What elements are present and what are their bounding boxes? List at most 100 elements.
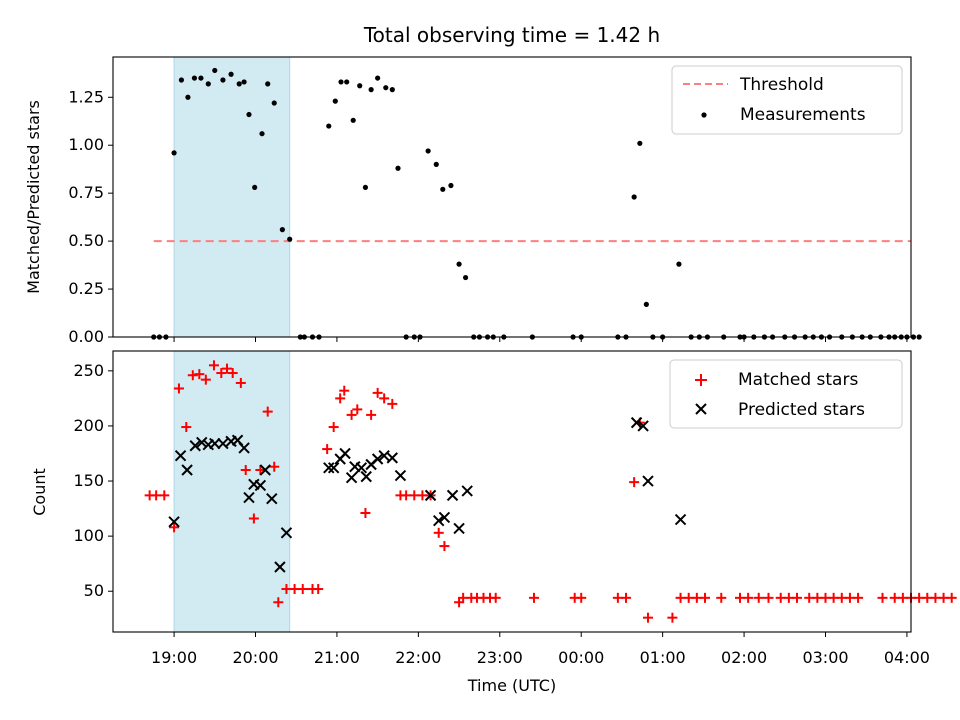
matched-star-point [642, 612, 653, 623]
measurement-point [448, 182, 454, 189]
measurement-point [383, 85, 389, 91]
matched-star-point [716, 592, 727, 603]
measurement-point [338, 79, 344, 85]
matched-star-point [753, 592, 764, 603]
legend-predicted-label: Predicted stars [738, 400, 865, 420]
legend-threshold-label: Threshold [739, 75, 824, 95]
measurement-point [357, 83, 363, 89]
matched-star-point [339, 385, 350, 396]
y-tick-label: 1.00 [68, 135, 104, 154]
measurement-point [425, 148, 431, 154]
measurement-point [191, 75, 198, 81]
predicted-star-point [446, 489, 459, 502]
matched-star-point [235, 377, 246, 388]
measurement-point [185, 94, 191, 100]
bottom-legend-box [669, 359, 903, 429]
bottom-predicted-layer [168, 416, 687, 573]
measurement-point [350, 117, 356, 123]
matched-star-point [169, 522, 180, 533]
chart-title: Total observing time = 1.42 h [363, 23, 660, 47]
matched-star-point [387, 398, 398, 409]
top-ylabel: Matched/Predicted stars [24, 100, 43, 294]
predicted-star-point [189, 440, 201, 452]
legend-measurements-swatch [701, 112, 707, 118]
matched-star-point [853, 592, 864, 603]
matched-star-point [194, 369, 205, 380]
matched-star-point [352, 404, 363, 415]
predicted-star-point [637, 420, 649, 432]
matched-star-point [439, 541, 450, 552]
predicted-star-point [181, 464, 193, 476]
predicted-star-point [438, 511, 451, 524]
top-legend-box [671, 65, 903, 135]
measurement-point [271, 100, 277, 106]
y-tick-label: 250 [73, 361, 104, 380]
matched-star-point [335, 393, 346, 404]
measurement-point [252, 184, 258, 191]
matched-star-point [216, 368, 227, 379]
measurement-point [456, 261, 462, 267]
matched-star-point [297, 584, 308, 595]
predicted-star-point [433, 514, 445, 527]
x-tick-label: 20:00 [232, 648, 278, 667]
legend-matched-label: Matched stars [738, 370, 858, 390]
top-x-ticks [173, 337, 908, 342]
matched-star-point [699, 592, 710, 603]
predicted-star-point [280, 527, 293, 539]
predicted-star-point [217, 437, 229, 450]
x-tick-label: 02:00 [721, 648, 767, 667]
matched-star-point [181, 422, 192, 433]
predicted-star-point [355, 462, 368, 474]
matched-star-point [240, 465, 251, 476]
predicted-star-point [259, 464, 271, 476]
measurement-point [326, 123, 332, 129]
matched-star-point [208, 360, 219, 371]
predicted-star-point [327, 462, 340, 474]
y-tick-label: 0.50 [68, 231, 104, 250]
measurement-point [637, 140, 643, 146]
predicted-star-point [394, 469, 407, 482]
legend-measurements-label: Measurements [740, 105, 866, 125]
matched-star-point [222, 363, 232, 374]
matched-star-point [621, 592, 631, 603]
measurement-point [462, 274, 469, 281]
bottom-ylabel: Count [30, 468, 49, 516]
y-tick-label: 0.25 [68, 279, 104, 298]
matched-star-point [360, 507, 371, 518]
y-tick-label: 0.00 [68, 327, 104, 346]
bottom-shaded-span [173, 350, 291, 633]
matched-star-point [379, 393, 390, 404]
measurement-point [389, 87, 395, 93]
matched-star-point [490, 592, 501, 603]
x-tick-label: 23:00 [477, 648, 523, 667]
x-tick-label: 01:00 [640, 648, 686, 667]
measurement-point [241, 79, 247, 85]
predicted-star-point [274, 561, 286, 573]
matched-star-point [255, 465, 266, 476]
matched-star-point [227, 368, 238, 379]
matched-star-point [328, 422, 339, 433]
measurement-point [246, 111, 252, 118]
measurement-point [433, 161, 439, 167]
measurement-point [375, 75, 381, 81]
bottom-matched-layer [144, 360, 957, 623]
matched-star-point [200, 374, 211, 385]
matched-star-point [629, 477, 640, 488]
predicted-star-point [238, 442, 250, 454]
measurement-point [362, 184, 369, 191]
x-tick-label: 03:00 [802, 648, 848, 667]
x-tick-label: 22:00 [395, 648, 441, 667]
predicted-star-point [209, 437, 221, 450]
matched-star-point [528, 592, 539, 603]
matched-star-point [743, 592, 754, 603]
matched-star-point [159, 490, 170, 501]
x-tick-label: 21:00 [314, 648, 360, 667]
x-tick-label: 19:00 [151, 648, 197, 667]
measurement-point [279, 227, 285, 233]
predicted-star-point [642, 475, 654, 487]
measurement-point [265, 81, 271, 87]
predicted-star-point [266, 492, 278, 505]
predicted-star-point [674, 513, 687, 526]
predicted-star-point [378, 449, 390, 462]
measurement-point [910, 334, 917, 340]
